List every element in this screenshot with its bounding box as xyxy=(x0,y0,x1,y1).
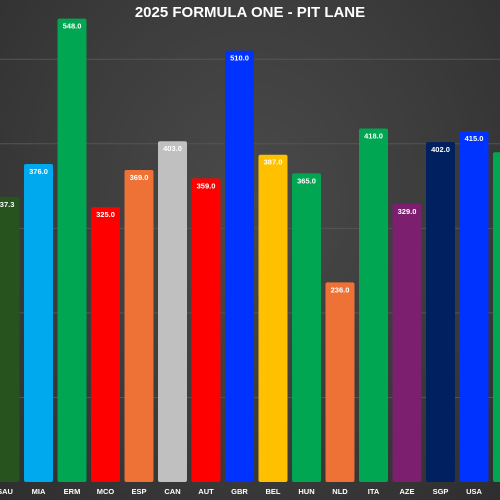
bar-hun xyxy=(292,173,321,482)
chart-title: 2025 FORMULA ONE - PIT LANE xyxy=(135,4,365,21)
x-tick-label: ITA xyxy=(368,487,380,496)
x-tick-label: HUN xyxy=(298,487,314,496)
data-label: 236.0 xyxy=(331,285,350,294)
bar-sau xyxy=(0,196,20,482)
bar-aze xyxy=(392,203,422,483)
x-tick-label: SAU xyxy=(0,487,13,496)
x-tick-label: SGP xyxy=(433,487,449,496)
bar-unlabeled xyxy=(493,152,500,482)
data-label: 402.0 xyxy=(431,145,450,154)
data-label: 387.0 xyxy=(264,158,283,167)
bar-aut xyxy=(191,178,221,482)
bar-usa xyxy=(459,131,489,482)
data-label: 369.0 xyxy=(130,173,149,182)
bar-mia xyxy=(24,164,53,482)
x-tick-label: ESP xyxy=(131,487,146,496)
bar-sgp xyxy=(426,142,455,482)
data-labels: 337.3 376.0 548.0 325.0 369.0 403.0 359.0 510.0… xyxy=(0,22,483,295)
x-tick-label: AUT xyxy=(198,487,214,496)
bar-gbr xyxy=(225,50,254,482)
x-tick-label: MCO xyxy=(97,487,115,496)
x-tick-label: GBR xyxy=(231,487,248,496)
bar-bel xyxy=(258,154,288,482)
data-label: 548.0 xyxy=(63,22,82,31)
data-label: 415.0 xyxy=(465,134,484,143)
bar-mco xyxy=(91,207,120,482)
x-tick-label: NLD xyxy=(332,487,348,496)
bar-erm xyxy=(57,18,87,482)
bar-esp xyxy=(124,169,154,482)
data-label: 325.0 xyxy=(96,210,115,219)
data-label: 403.0 xyxy=(163,144,182,153)
bars xyxy=(0,18,500,483)
data-label: 337.3 xyxy=(0,200,14,209)
data-label: 376.0 xyxy=(29,167,48,176)
data-label: 359.0 xyxy=(197,181,216,190)
data-label: 418.0 xyxy=(364,132,383,141)
x-tick-label: AZE xyxy=(400,487,415,496)
bar-ita xyxy=(359,128,388,483)
data-label: 329.0 xyxy=(398,207,417,216)
x-tick-label: USA xyxy=(466,487,482,496)
x-tick-label: BEL xyxy=(266,487,281,496)
bar-nld xyxy=(325,282,355,482)
data-label: 365.0 xyxy=(297,176,316,185)
x-tick-label: CAN xyxy=(164,487,180,496)
bar-can xyxy=(158,141,187,483)
x-tick-labels: SAU MIA ERM MCO ESP CAN AUT GBR BEL HUN NLD ITA AZE S… xyxy=(0,487,482,496)
data-label: 510.0 xyxy=(230,54,249,63)
x-tick-label: MIA xyxy=(32,487,46,496)
x-tick-label: ERM xyxy=(64,487,81,496)
